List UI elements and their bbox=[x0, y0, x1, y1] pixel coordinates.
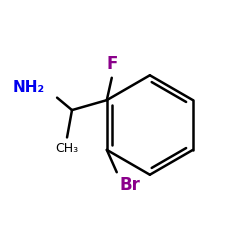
Text: NH₂: NH₂ bbox=[12, 80, 45, 95]
Text: Br: Br bbox=[119, 176, 140, 194]
Text: CH₃: CH₃ bbox=[56, 142, 78, 156]
Text: F: F bbox=[106, 55, 118, 73]
